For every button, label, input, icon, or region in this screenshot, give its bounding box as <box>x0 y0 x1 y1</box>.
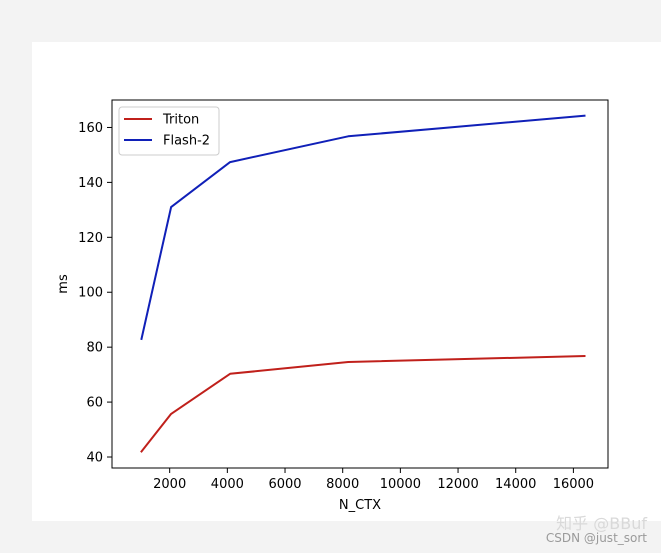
y-tick-label: 60 <box>86 396 103 411</box>
y-tick-label: 140 <box>78 176 103 191</box>
line-chart: 2000 4000 6000 8000 10000 12000 14000 16000 40 60… <box>56 99 609 513</box>
x-tick-label: 12000 <box>437 477 478 492</box>
y-tick-label: 120 <box>78 231 103 246</box>
y-tick-label: 80 <box>86 341 103 356</box>
y-axis-label: ms <box>56 274 71 294</box>
plot-frame <box>111 99 609 469</box>
x-axis-label: N_CTX <box>339 498 381 513</box>
y-tick-label: 40 <box>86 451 103 466</box>
x-tick-label: 16000 <box>553 477 594 492</box>
x-tick-label: 4000 <box>211 477 244 492</box>
figure: 2000 4000 6000 8000 10000 12000 14000 16000 40 60… <box>32 42 661 521</box>
x-tick-label: 8000 <box>326 477 359 492</box>
watermark-sub: CSDN @just_sort <box>545 531 647 545</box>
y-tick-label: 100 <box>78 286 103 301</box>
watermark: 知乎 @BBuf CSDN @just_sort <box>545 514 647 546</box>
x-tick-label: 6000 <box>268 477 301 492</box>
series-line-triton <box>140 354 586 453</box>
y-tick-label: 160 <box>78 121 103 136</box>
legend-label-triton: Triton <box>162 113 199 128</box>
x-tick-label: 10000 <box>380 477 421 492</box>
series-line-flash-2 <box>140 114 586 341</box>
x-tick-label: 2000 <box>153 477 186 492</box>
legend-label-flash-2: Flash-2 <box>163 134 210 149</box>
x-tick-label: 14000 <box>495 477 536 492</box>
watermark-main: 知乎 @BBuf <box>556 514 647 533</box>
